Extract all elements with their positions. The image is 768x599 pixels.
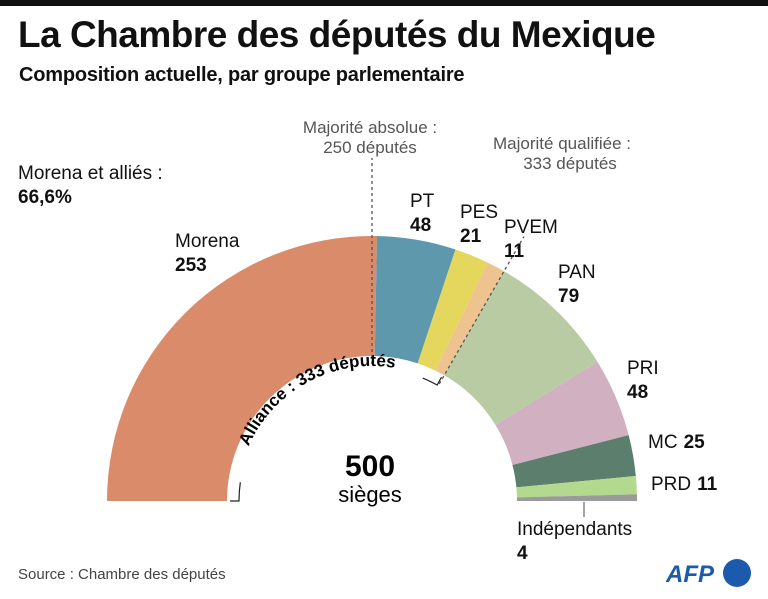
party-labels: Morena 253 PT 48 PES 21 PVEM 11 PAN 79 PRI 48 MC 25 PR… xyxy=(175,191,718,564)
label-morena-name: Morena xyxy=(175,231,240,252)
label-pvem-name: PVEM xyxy=(504,217,558,238)
chart-title: La Chambre des députés du Mexique xyxy=(18,14,656,55)
segment-morena xyxy=(107,235,377,501)
label-pt: PT 48 xyxy=(410,191,435,236)
label-morena: Morena 253 xyxy=(175,231,240,276)
alliance-bracket xyxy=(230,376,443,502)
label-pes-value: 21 xyxy=(460,226,482,247)
chart-subtitle: Composition actuelle, par groupe parleme… xyxy=(19,64,465,86)
afp-logo-text: AFP xyxy=(666,561,715,588)
top-rule xyxy=(0,0,768,6)
label-indpendants-value: 4 xyxy=(517,543,528,564)
segment-pes xyxy=(417,249,488,371)
label-prd: PRD 11 xyxy=(651,474,718,495)
label-morena-value: 253 xyxy=(175,255,207,276)
segment-prd xyxy=(516,476,637,498)
label-pes: PES 21 xyxy=(460,202,498,247)
segment-pvem xyxy=(435,262,505,376)
label-pvem: PVEM 11 xyxy=(504,217,558,262)
label-prd-name: PRD xyxy=(651,474,691,495)
segment-mc xyxy=(512,435,636,488)
threshold-qualified-line2: 333 députés xyxy=(523,154,617,173)
alliance-share-value: 66,6% xyxy=(18,187,72,208)
label-indpendants: Indépendants 4 xyxy=(517,519,632,564)
label-pri: PRI 48 xyxy=(627,358,659,403)
label-pri-value: 48 xyxy=(627,382,648,403)
label-mc-name: MC xyxy=(648,432,678,453)
total-seats-value: 500 xyxy=(345,450,395,483)
label-pan-name: PAN xyxy=(558,262,596,283)
threshold-absolute-line1: Majorité absolue : xyxy=(303,118,437,137)
label-pes-name: PES xyxy=(460,202,498,223)
alliance-share-label: Morena et alliés : xyxy=(18,163,163,184)
label-pt-name: PT xyxy=(410,191,435,212)
threshold-absolute-line2: 250 députés xyxy=(323,138,417,157)
segment-pri xyxy=(495,361,629,465)
total-seats-unit: sièges xyxy=(338,482,402,507)
afp-logo: AFP xyxy=(666,559,751,588)
label-prd-value: 11 xyxy=(697,474,718,495)
segment-pt xyxy=(374,236,456,364)
threshold-line-qualified xyxy=(438,236,525,385)
afp-logo-circle xyxy=(723,559,751,587)
label-pvem-value: 11 xyxy=(504,241,525,262)
threshold-lines xyxy=(371,158,525,385)
label-indpendants-name: Indépendants xyxy=(517,519,632,540)
label-mc-value: 25 xyxy=(684,432,706,453)
label-pan: PAN 79 xyxy=(558,262,596,307)
label-pan-value: 79 xyxy=(558,286,579,307)
label-pri-name: PRI xyxy=(627,358,659,379)
label-mc: MC 25 xyxy=(648,432,705,453)
label-pt-value: 48 xyxy=(410,215,431,236)
segment-indpendants xyxy=(516,494,637,501)
source-note: Source : Chambre des députés xyxy=(18,566,226,583)
threshold-qualified-line1: Majorité qualifiée : xyxy=(493,134,631,153)
